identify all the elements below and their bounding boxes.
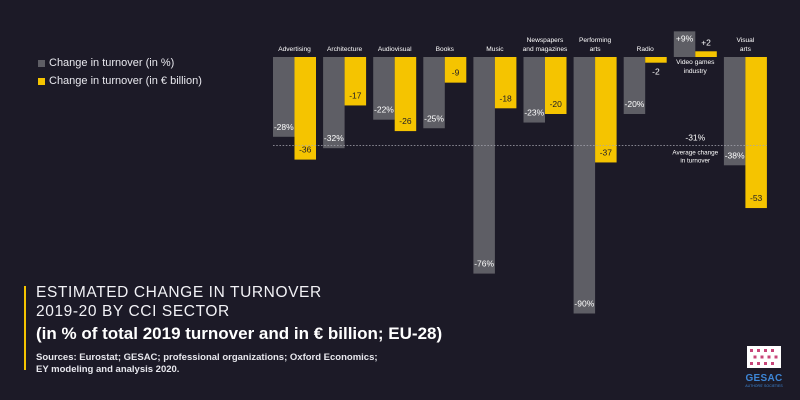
category-label-performing-arts-0: Performing <box>579 37 612 44</box>
label-billion-radio: -2 <box>652 67 660 77</box>
category-label-video-games-industry-0: Video games <box>676 59 715 66</box>
legend: Change in turnover (in %) Change in turn… <box>38 54 202 90</box>
category-label-radio-0: Radio <box>637 46 655 53</box>
bar-percent-books <box>423 57 445 129</box>
bar-percent-radio <box>623 57 646 114</box>
bar-percent-audiovisual <box>373 57 395 120</box>
label-percent-performing-arts: -90% <box>574 299 594 309</box>
bar-percent-video-games-industry <box>673 31 696 57</box>
title-line-1: ESTIMATED CHANGE IN TURNOVER <box>36 284 322 301</box>
bar-billion-visual-arts <box>745 57 767 209</box>
label-percent-audiovisual: -22% <box>374 105 394 115</box>
bar-billion-radio <box>645 57 667 63</box>
legend-swatch-percent <box>38 59 45 67</box>
label-billion-music: -18 <box>500 93 513 103</box>
title-line-2: 2019-20 BY CCI SECTOR <box>36 303 230 320</box>
label-billion-video-games-industry: +2 <box>701 37 711 47</box>
bar-percent-architecture <box>323 57 345 149</box>
bar-billion-video-games-industry <box>695 51 717 57</box>
source-line-2: EY modeling and analysis 2020. <box>36 364 180 375</box>
label-billion-advertising: -36 <box>299 145 312 155</box>
category-label-architecture-0: Architecture <box>327 46 363 53</box>
label-percent-music: -76% <box>474 259 494 269</box>
category-label-advertising-0: Advertising <box>278 46 311 53</box>
title-block: ESTIMATED CHANGE IN TURNOVER 2019-20 BY … <box>36 283 442 376</box>
category-label-visual-arts-1: arts <box>740 46 752 53</box>
legend-item-percent: Change in turnover (in %) <box>38 54 202 72</box>
label-billion-newspapers-and-magazines: -20 <box>550 99 563 109</box>
category-label-performing-arts-1: arts <box>590 46 602 53</box>
category-label-audiovisual-0: Audiovisual <box>378 46 412 53</box>
label-percent-radio: -20% <box>625 99 645 109</box>
gesac-logo: GESAC AUTHORS' SOCIETIES <box>744 346 784 388</box>
subtitle: (in % of total 2019 turnover and in € bi… <box>36 324 443 343</box>
label-percent-visual-arts: -38% <box>725 150 745 160</box>
bar-percent-newspapers-and-magazines <box>523 57 545 123</box>
label-billion-audiovisual: -26 <box>399 116 412 126</box>
bar-billion-performing-arts <box>595 57 617 163</box>
category-label-newspapers-and-magazines-1: and magazines <box>523 46 568 53</box>
average-value-label: -31% <box>685 132 705 142</box>
category-label-video-games-industry-1: industry <box>684 68 708 75</box>
label-percent-architecture: -32% <box>324 133 344 143</box>
gesac-logo-text: GESAC <box>745 373 783 384</box>
average-text-0: Average change <box>672 149 718 156</box>
legend-label-billion: Change in turnover (in € billion) <box>49 75 202 87</box>
label-percent-books: -25% <box>424 113 444 123</box>
bar-percent-visual-arts <box>723 57 746 166</box>
label-billion-visual-arts: -53 <box>750 193 763 203</box>
legend-label-percent: Change in turnover (in %) <box>49 57 175 69</box>
bar-billion-advertising <box>294 57 316 160</box>
category-label-newspapers-and-magazines-0: Newspapers <box>527 37 564 44</box>
category-label-visual-arts-0: Visual <box>736 37 754 44</box>
legend-item-billion: Change in turnover (in € billion) <box>38 72 202 90</box>
category-label-music-0: Music <box>486 46 504 53</box>
label-billion-architecture: -17 <box>349 90 362 100</box>
label-billion-performing-arts: -37 <box>600 147 613 157</box>
legend-swatch-billion <box>38 77 45 85</box>
bar-percent-advertising <box>273 57 295 137</box>
title-accent-bar <box>24 286 26 370</box>
category-label-books-0: Books <box>436 46 455 53</box>
bar-percent-performing-arts <box>573 57 596 314</box>
average-text-1: in turnover <box>680 157 710 164</box>
gesac-logo-mark-icon <box>747 346 781 368</box>
bar-billion-music <box>494 57 517 109</box>
source-line-1: Sources: Eurostat; GESAC; professional o… <box>36 352 378 363</box>
label-percent-advertising: -28% <box>274 122 294 132</box>
bar-billion-architecture <box>344 57 367 106</box>
bar-billion-books <box>444 57 467 83</box>
bar-billion-audiovisual <box>394 57 417 132</box>
label-percent-video-games-industry: +9% <box>676 33 694 43</box>
gesac-logo-subtext: AUTHORS' SOCIETIES <box>745 384 783 388</box>
label-billion-books: -9 <box>452 68 460 78</box>
label-percent-newspapers-and-magazines: -23% <box>524 108 544 118</box>
bar-billion-newspapers-and-magazines <box>545 57 567 114</box>
bar-percent-music <box>473 57 495 274</box>
